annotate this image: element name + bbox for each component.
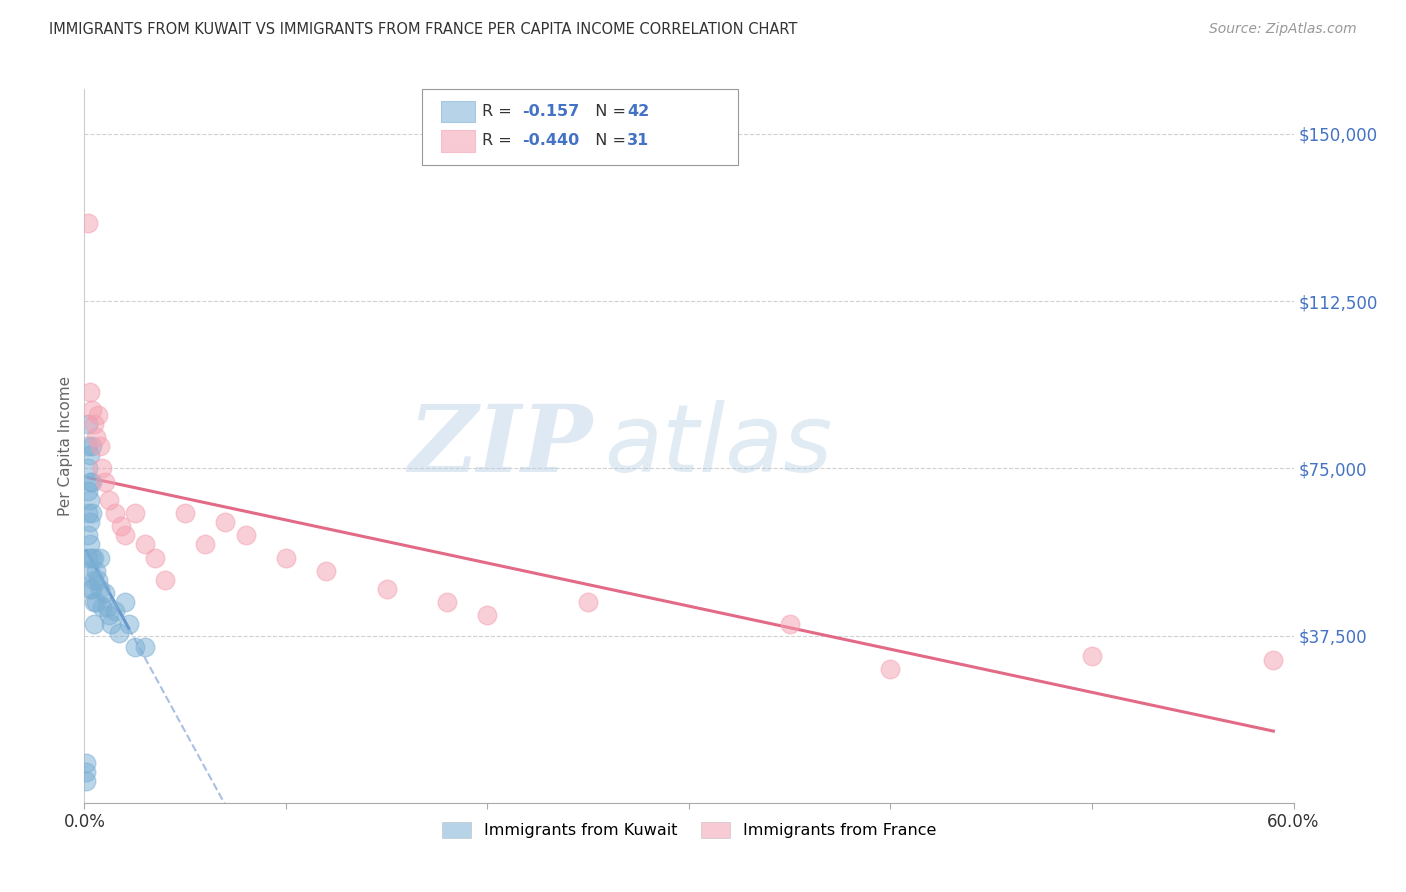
Point — [97, 608, 120, 623]
Text: R =: R = — [482, 134, 517, 148]
Text: ZIP: ZIP — [408, 401, 592, 491]
Point — [83, 417, 105, 431]
Point — [89, 439, 111, 453]
Point — [87, 573, 110, 587]
Point — [77, 528, 100, 542]
Point — [134, 537, 156, 551]
Point — [79, 475, 101, 489]
Point — [77, 506, 100, 520]
Point — [576, 595, 599, 609]
Point — [77, 216, 100, 230]
Point — [97, 492, 120, 507]
Point — [134, 640, 156, 654]
Point — [77, 417, 100, 431]
Text: atlas: atlas — [605, 401, 832, 491]
Point — [375, 582, 398, 596]
Point — [86, 430, 108, 444]
Point — [82, 475, 104, 489]
Point — [114, 595, 136, 609]
Y-axis label: Per Capita Income: Per Capita Income — [58, 376, 73, 516]
Point — [107, 626, 129, 640]
Point — [79, 515, 101, 529]
Point — [477, 608, 499, 623]
Point — [114, 528, 136, 542]
Point — [82, 439, 104, 453]
Point — [124, 506, 146, 520]
Point — [77, 550, 100, 565]
Point — [82, 506, 104, 520]
Point — [153, 573, 176, 587]
Point — [124, 640, 146, 654]
Text: R =: R = — [482, 104, 517, 119]
Point — [82, 403, 104, 417]
Point — [77, 461, 100, 475]
Point — [104, 506, 127, 520]
Point — [87, 408, 110, 422]
Point — [436, 595, 458, 609]
Point — [118, 617, 141, 632]
Text: 31: 31 — [627, 134, 650, 148]
Point — [77, 439, 100, 453]
Point — [86, 564, 108, 578]
Point — [77, 483, 100, 498]
Point — [274, 550, 297, 565]
Point — [79, 564, 101, 578]
Point — [194, 537, 217, 551]
Point — [779, 617, 801, 632]
Point — [93, 475, 115, 489]
Point — [143, 550, 166, 565]
Point — [1263, 653, 1285, 667]
Text: N =: N = — [585, 104, 631, 119]
Point — [82, 550, 104, 565]
Text: N =: N = — [585, 134, 631, 148]
Point — [110, 519, 132, 533]
Text: IMMIGRANTS FROM KUWAIT VS IMMIGRANTS FROM FRANCE PER CAPITA INCOME CORRELATION C: IMMIGRANTS FROM KUWAIT VS IMMIGRANTS FRO… — [49, 22, 797, 37]
Text: Source: ZipAtlas.com: Source: ZipAtlas.com — [1209, 22, 1357, 37]
Point — [82, 582, 104, 596]
Text: 42: 42 — [627, 104, 650, 119]
Point — [75, 773, 97, 788]
Point — [79, 582, 101, 596]
Point — [1081, 648, 1104, 663]
Point — [104, 604, 127, 618]
Point — [96, 599, 118, 614]
Point — [214, 515, 236, 529]
Point — [91, 461, 114, 475]
Point — [79, 448, 101, 462]
Point — [879, 662, 901, 676]
Point — [86, 595, 108, 609]
Point — [100, 617, 122, 632]
Text: -0.440: -0.440 — [522, 134, 579, 148]
Point — [83, 573, 105, 587]
Point — [75, 756, 97, 770]
Point — [83, 550, 105, 565]
Point — [235, 528, 257, 542]
Point — [91, 599, 114, 614]
Point — [174, 506, 197, 520]
Point — [83, 595, 105, 609]
Point — [315, 564, 337, 578]
Point — [83, 617, 105, 632]
Point — [79, 492, 101, 507]
Legend: Immigrants from Kuwait, Immigrants from France: Immigrants from Kuwait, Immigrants from … — [436, 815, 942, 845]
Point — [89, 550, 111, 565]
Point — [79, 537, 101, 551]
Text: -0.157: -0.157 — [522, 104, 579, 119]
Point — [93, 586, 115, 600]
Point — [79, 385, 101, 400]
Point — [89, 582, 111, 596]
Point — [75, 764, 97, 779]
